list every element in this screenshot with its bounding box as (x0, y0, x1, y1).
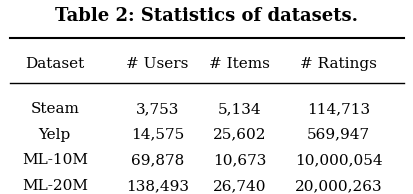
Text: 569,947: 569,947 (306, 128, 369, 142)
Text: 3,753: 3,753 (135, 102, 179, 116)
Text: Yelp: Yelp (39, 128, 71, 142)
Text: ML-10M: ML-10M (22, 153, 88, 167)
Text: 10,673: 10,673 (213, 153, 266, 167)
Text: Table 2: Statistics of datasets.: Table 2: Statistics of datasets. (55, 7, 358, 25)
Text: 69,878: 69,878 (131, 153, 184, 167)
Text: 138,493: 138,493 (126, 179, 189, 193)
Text: 20,000,263: 20,000,263 (294, 179, 382, 193)
Text: 14,575: 14,575 (131, 128, 184, 142)
Text: ML-20M: ML-20M (22, 179, 88, 193)
Text: # Users: # Users (126, 56, 188, 70)
Text: 10,000,054: 10,000,054 (294, 153, 382, 167)
Text: 26,740: 26,740 (213, 179, 266, 193)
Text: Steam: Steam (30, 102, 79, 116)
Text: # Items: # Items (209, 56, 270, 70)
Text: # Ratings: # Ratings (299, 56, 376, 70)
Text: 114,713: 114,713 (306, 102, 369, 116)
Text: 25,602: 25,602 (213, 128, 266, 142)
Text: Dataset: Dataset (25, 56, 84, 70)
Text: 5,134: 5,134 (218, 102, 261, 116)
